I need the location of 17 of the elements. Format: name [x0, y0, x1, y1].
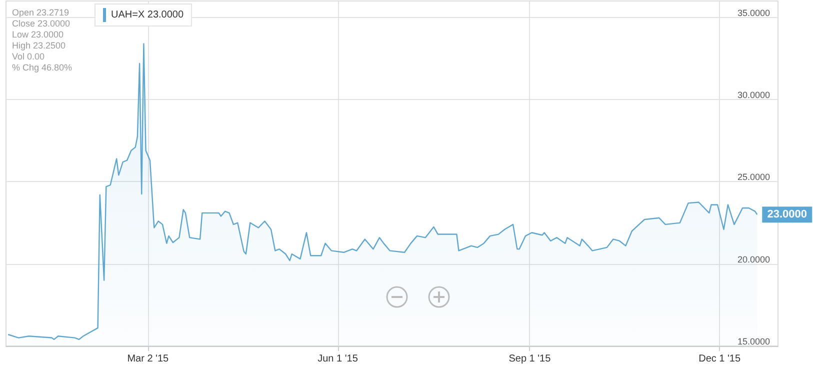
annotation: Close 23.0000 — [12, 18, 70, 28]
x-tick-label: Mar 2 '15 — [127, 354, 170, 364]
annotation: 23.0000 — [767, 208, 808, 221]
annotation: High 23.2500 — [12, 40, 66, 50]
legend-label: UAH=X 23.0000 — [111, 10, 184, 20]
x-tick-label: Dec 1 '15 — [698, 354, 741, 364]
annotation: Open 23.2719 — [12, 8, 70, 18]
y-tick-label: 20.0000 — [737, 254, 770, 264]
x-tick-label: Sep 1 '15 — [508, 354, 552, 364]
x-tick-label: Jun 1 '15 — [318, 354, 358, 364]
annotation: Low 23.0000 — [12, 30, 64, 40]
y-tick-label: 25.0000 — [737, 172, 770, 182]
annotation: Vol 0.00 — [12, 52, 45, 62]
y-tick-label: 30.0000 — [737, 90, 770, 100]
annotation: % Chg 46.80% — [12, 62, 72, 72]
y-tick-label: 35.0000 — [737, 8, 770, 18]
y-tick-label: 15.0000 — [737, 336, 770, 346]
